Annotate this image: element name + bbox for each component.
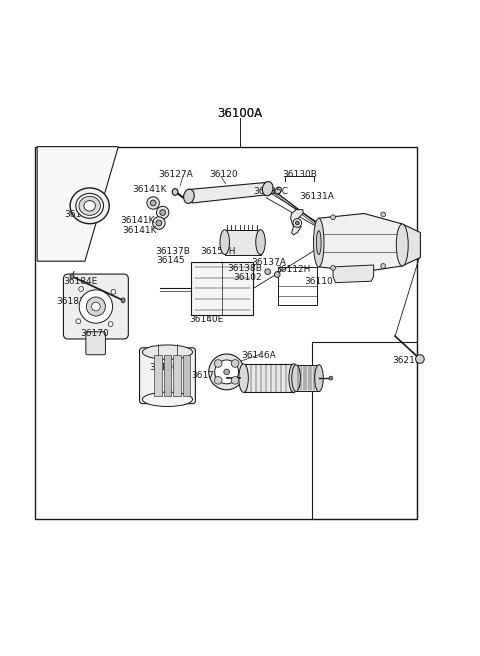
Ellipse shape (184, 189, 194, 203)
Text: 36100A: 36100A (217, 107, 263, 120)
Ellipse shape (86, 297, 106, 316)
Ellipse shape (231, 377, 239, 384)
Ellipse shape (331, 215, 336, 220)
FancyBboxPatch shape (86, 332, 106, 355)
Text: 36211: 36211 (393, 356, 421, 365)
Polygon shape (37, 147, 118, 261)
Ellipse shape (239, 364, 248, 392)
Text: 36184E: 36184E (63, 277, 97, 286)
Ellipse shape (381, 264, 385, 268)
Ellipse shape (313, 218, 324, 267)
Ellipse shape (160, 210, 166, 215)
Ellipse shape (79, 287, 84, 291)
Ellipse shape (92, 302, 100, 311)
Text: 36145: 36145 (156, 256, 185, 265)
Ellipse shape (416, 355, 424, 363)
Ellipse shape (263, 182, 273, 195)
Ellipse shape (315, 365, 323, 392)
Ellipse shape (331, 266, 336, 270)
Text: 36170: 36170 (80, 329, 109, 338)
Text: 36141K: 36141K (122, 226, 157, 235)
Ellipse shape (275, 272, 280, 277)
Ellipse shape (329, 376, 333, 380)
Bar (296, 365, 319, 392)
Ellipse shape (79, 196, 100, 215)
Ellipse shape (156, 220, 162, 226)
Ellipse shape (256, 230, 265, 255)
Text: 36150: 36150 (149, 363, 178, 372)
Bar (192, 262, 253, 315)
Ellipse shape (79, 290, 113, 323)
Text: 36110: 36110 (304, 277, 333, 286)
Bar (243, 364, 294, 392)
Text: 36137B: 36137B (156, 247, 191, 256)
Ellipse shape (265, 269, 271, 275)
Ellipse shape (316, 231, 321, 255)
Ellipse shape (293, 218, 301, 228)
Text: 36127A: 36127A (158, 170, 193, 179)
Ellipse shape (76, 194, 104, 218)
Ellipse shape (292, 365, 300, 392)
Ellipse shape (215, 377, 222, 384)
Ellipse shape (224, 369, 229, 375)
Ellipse shape (289, 364, 299, 392)
Text: 36146A: 36146A (242, 351, 276, 360)
Ellipse shape (150, 200, 156, 206)
Text: 36100A: 36100A (217, 107, 263, 120)
Bar (312, 342, 417, 519)
Text: 36183: 36183 (56, 297, 85, 306)
Ellipse shape (209, 354, 244, 390)
Text: 36155H: 36155H (201, 247, 236, 256)
Text: 36112H: 36112H (276, 265, 311, 274)
Ellipse shape (172, 189, 178, 195)
Bar (164, 356, 171, 396)
Polygon shape (402, 224, 420, 266)
FancyBboxPatch shape (140, 348, 195, 403)
Bar (183, 356, 191, 396)
Ellipse shape (275, 187, 281, 194)
Text: 36140E: 36140E (190, 315, 224, 324)
Text: 36102: 36102 (233, 274, 262, 282)
Ellipse shape (70, 274, 74, 279)
Ellipse shape (396, 224, 408, 266)
Text: 36141K: 36141K (120, 216, 155, 225)
Polygon shape (290, 210, 303, 235)
Polygon shape (333, 265, 373, 283)
Text: 36130B: 36130B (282, 170, 317, 179)
Text: 36137A: 36137A (251, 258, 286, 266)
Ellipse shape (220, 230, 229, 255)
Text: 36141K: 36141K (132, 185, 167, 194)
Text: 36170A: 36170A (192, 371, 227, 380)
Text: 36135C: 36135C (253, 188, 288, 197)
Ellipse shape (84, 201, 96, 211)
Bar (173, 356, 181, 396)
Ellipse shape (215, 359, 222, 367)
Ellipse shape (381, 212, 385, 216)
Bar (154, 356, 162, 396)
Ellipse shape (111, 289, 116, 294)
Ellipse shape (143, 392, 192, 407)
Bar (278, 267, 317, 305)
Polygon shape (188, 182, 271, 203)
Text: 36131A: 36131A (299, 192, 334, 201)
Ellipse shape (153, 216, 165, 229)
Ellipse shape (147, 197, 159, 209)
Ellipse shape (108, 321, 113, 327)
Text: 36138B: 36138B (228, 264, 262, 273)
FancyBboxPatch shape (63, 274, 128, 339)
Ellipse shape (70, 188, 109, 224)
Polygon shape (319, 213, 402, 272)
Ellipse shape (215, 360, 239, 384)
Text: 36139: 36139 (64, 210, 93, 219)
Ellipse shape (121, 298, 125, 302)
Ellipse shape (143, 345, 192, 359)
Ellipse shape (295, 221, 299, 225)
Ellipse shape (231, 359, 239, 367)
Ellipse shape (76, 319, 81, 323)
Ellipse shape (156, 206, 169, 218)
Text: 36120: 36120 (209, 170, 238, 179)
Bar (225, 230, 261, 255)
Bar (35, 147, 417, 519)
